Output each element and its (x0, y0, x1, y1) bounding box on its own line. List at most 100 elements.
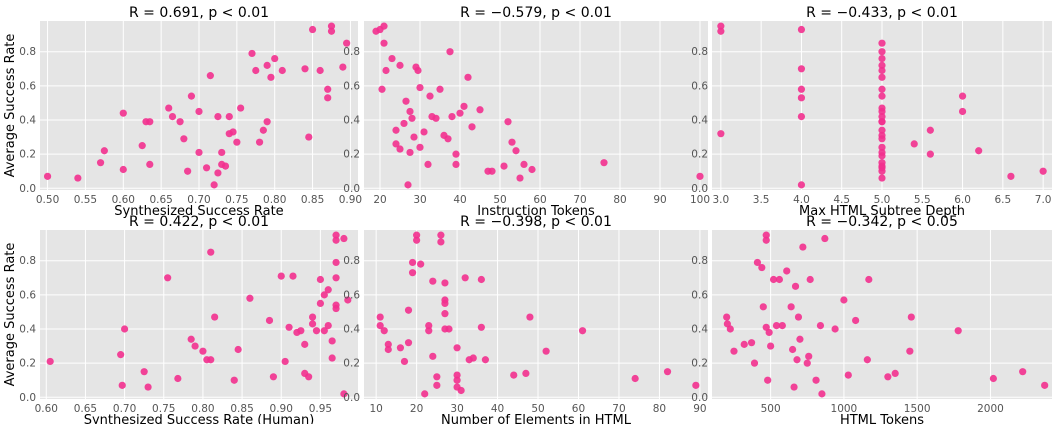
data-point (460, 102, 468, 110)
data-point (278, 66, 286, 75)
data-point (221, 162, 230, 170)
x-tick-label: 6.0 (954, 194, 971, 206)
data-point (878, 61, 886, 69)
y-tick-label: 0.0 (691, 183, 708, 195)
x-tick-label: 80 (613, 194, 626, 206)
data-point (926, 150, 934, 158)
data-point (225, 112, 233, 121)
data-point (214, 112, 222, 121)
data-point (118, 381, 126, 389)
data-point (477, 275, 485, 284)
data-point (184, 167, 192, 175)
data-point (453, 371, 461, 379)
x-tick-label: 0.60 (35, 403, 58, 415)
data-point (1039, 167, 1047, 175)
data-point (437, 231, 445, 239)
data-point (301, 65, 309, 73)
data-point (797, 112, 806, 121)
x-tick-label: 0.65 (149, 194, 172, 206)
x-tick-label: 90 (653, 194, 666, 206)
data-point (207, 248, 215, 256)
data-point (510, 371, 518, 379)
data-point (863, 356, 871, 364)
data-point (717, 130, 725, 138)
data-point (406, 148, 414, 157)
data-point (787, 303, 795, 311)
x-tick-label: 0.60 (112, 194, 135, 206)
x-axis-label: Synthesized Success Rate (Human) (84, 413, 315, 424)
y-tick-label: 0.8 (19, 255, 36, 267)
data-point (230, 376, 238, 384)
data-point (332, 258, 340, 267)
data-point (199, 347, 207, 355)
data-point (816, 321, 825, 330)
data-point (429, 277, 437, 285)
data-point (332, 231, 340, 239)
data-point (281, 357, 289, 366)
panel-6: 500 1000 1500 2000 0.0 0.2 0.4 0.6 0.8 R = −0.342… (691, 214, 1052, 424)
x-tick-label: 70 (573, 194, 586, 206)
data-point (214, 169, 222, 177)
x-tick-label: 500 (761, 403, 781, 415)
data-point (195, 107, 203, 116)
data-point (119, 165, 127, 174)
data-point (380, 39, 388, 47)
data-point (324, 85, 332, 93)
data-point (907, 313, 915, 321)
data-point (421, 390, 429, 398)
y-axis-label: Average Success Rate (3, 243, 18, 387)
y-tick-label: 0.2 (343, 149, 360, 161)
data-point (600, 159, 608, 167)
data-point (631, 374, 639, 383)
data-point (267, 73, 275, 81)
data-point (265, 316, 274, 325)
data-point (195, 148, 203, 157)
x-tick-label: 20 (373, 194, 386, 206)
data-point (96, 159, 105, 167)
data-point (392, 126, 400, 134)
x-tick-label: 0.80 (191, 403, 214, 415)
data-point (376, 321, 384, 330)
y-tick-label: 0.0 (343, 183, 360, 195)
data-point (477, 323, 485, 331)
y-axis-label: Average Success Rate (3, 34, 18, 178)
y-tick-label: 0.0 (19, 392, 36, 404)
y-tick-label: 0.6 (343, 80, 360, 92)
panel-title: R = −0.579, p < 0.01 (460, 5, 612, 21)
x-tick-label: 0.70 (187, 194, 210, 206)
data-point (396, 145, 404, 153)
data-point (404, 181, 412, 189)
data-point (388, 54, 396, 63)
data-point (339, 63, 347, 71)
data-point (759, 303, 767, 311)
data-point (263, 61, 271, 69)
data-point (289, 272, 297, 280)
data-point (488, 167, 496, 175)
data-point (445, 325, 453, 333)
data-point (906, 347, 914, 355)
data-point (117, 351, 125, 359)
x-tick-label: 3.5 (753, 194, 770, 206)
data-point (426, 92, 434, 100)
data-point (187, 335, 195, 343)
data-point (878, 174, 886, 182)
data-point (884, 373, 892, 381)
data-point (821, 234, 829, 243)
data-point (263, 118, 271, 126)
y-tick-label: 0.4 (343, 115, 360, 127)
data-point (797, 85, 806, 93)
data-point (140, 368, 148, 376)
data-point (878, 85, 886, 93)
data-point (441, 310, 449, 318)
data-point (301, 340, 309, 348)
data-point (476, 106, 484, 114)
data-point (43, 172, 52, 180)
x-tick-label: 40 (453, 194, 466, 206)
data-point (46, 357, 54, 366)
y-tick-label: 0.2 (691, 149, 708, 161)
data-point (791, 282, 800, 290)
data-point (324, 321, 332, 330)
data-point (783, 267, 791, 275)
y-tick-label: 0.4 (691, 115, 708, 127)
data-point (878, 54, 886, 63)
